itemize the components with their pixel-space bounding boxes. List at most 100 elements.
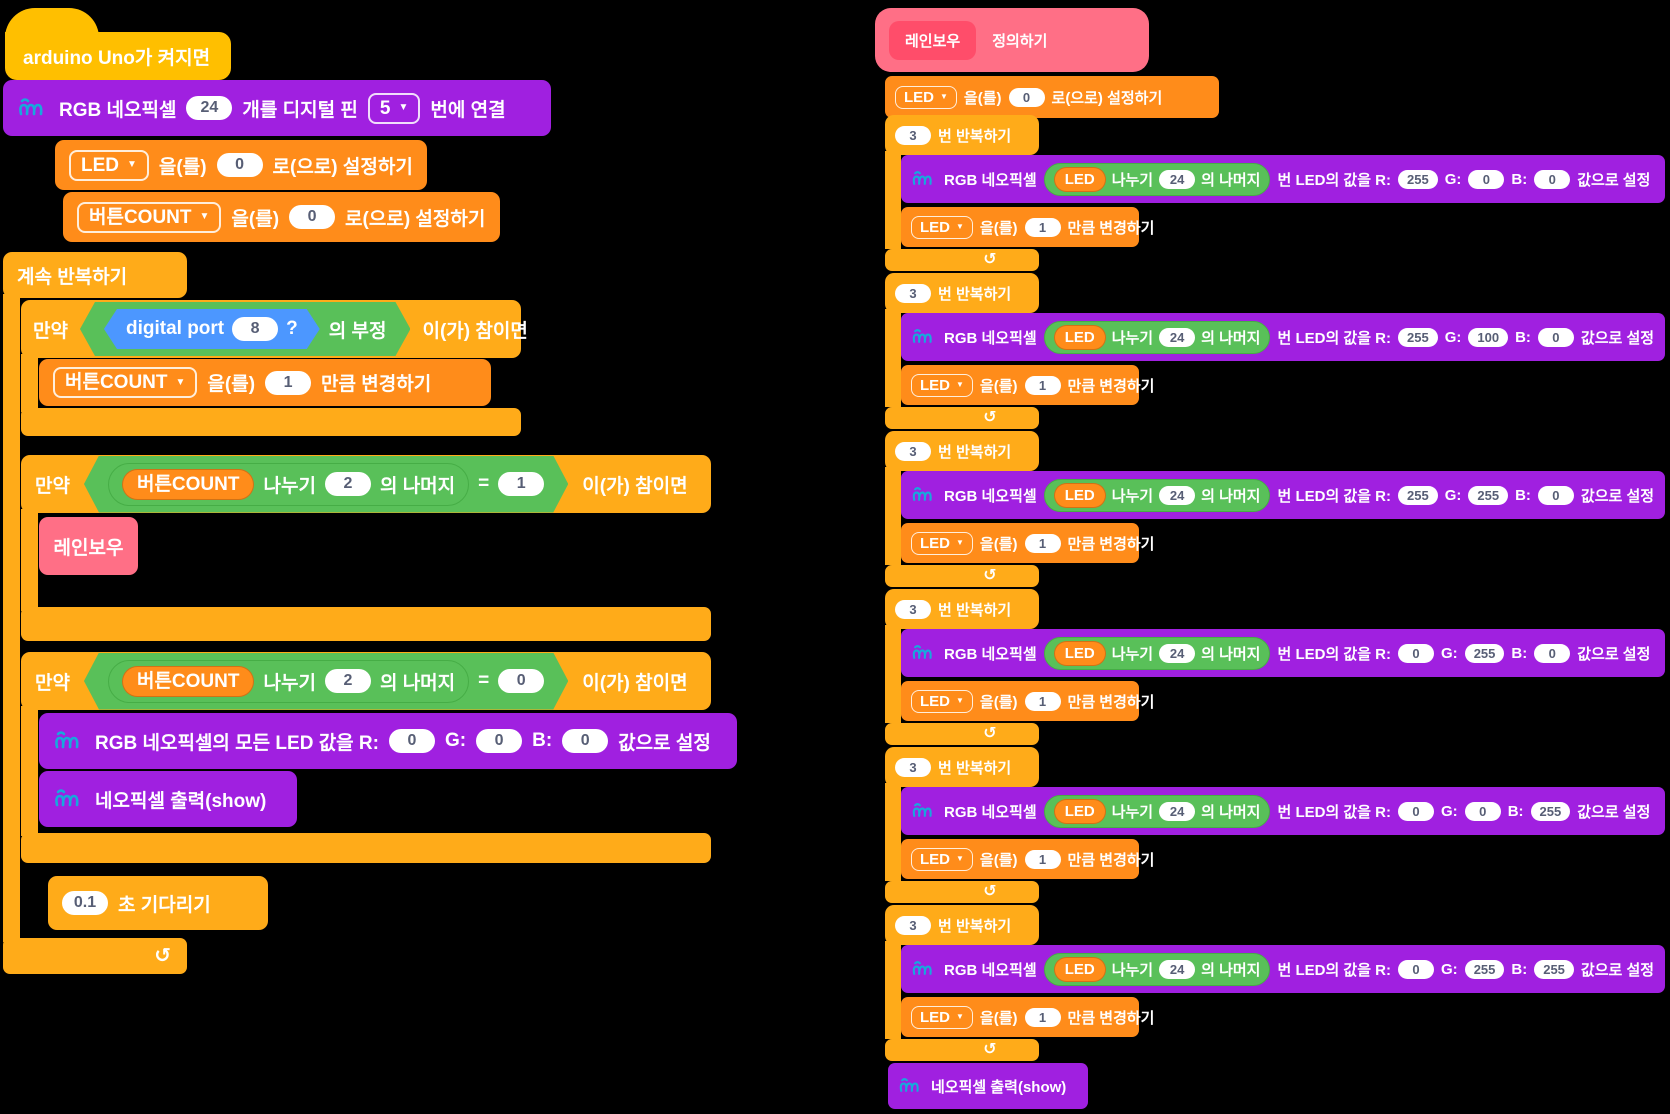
g-input[interactable]: 255 [1464,959,1505,979]
modulo-operator[interactable]: LED 나누기 24 의 나머지 [1043,952,1271,986]
set-all-led-block[interactable]: RGB 네오픽셀의 모든 LED 값을 R: 0 G: 0 B: 0 값으로 설… [39,713,737,769]
led-variable-pill[interactable]: LED [1053,482,1106,508]
r-input[interactable]: 0 [1398,643,1435,663]
repeat-times-input[interactable]: 3 [895,441,931,461]
neopixel-set-led-block[interactable]: RGB 네오픽셀 LED 나누기 24 의 나머지 번 LED의 값을 R: 0… [901,945,1665,993]
divisor-input[interactable]: 24 [1159,959,1196,979]
neopixel-set-led-block[interactable]: RGB 네오픽셀 LED 나누기 24 의 나머지 번 LED의 값을 R: 0… [901,629,1665,677]
modulo-operator[interactable]: LED 나누기 24 의 나머지 [1043,794,1271,828]
when-arduino-starts-hat[interactable]: arduino Uno가 켜지면 [5,8,231,80]
r-input[interactable]: 0 [1398,959,1435,979]
variable-dropdown[interactable]: LED ▼ [911,215,973,239]
variable-dropdown[interactable]: 버튼COUNT ▼ [77,201,222,233]
neopixel-set-led-block[interactable]: RGB 네오픽셀 LED 나누기 24 의 나머지 번 LED의 값을 R: 2… [901,471,1665,519]
port-input[interactable]: 8 [232,317,278,341]
divisor-input[interactable]: 24 [1159,485,1196,505]
modulo-operator[interactable]: LED 나누기 24 의 나머지 [1043,478,1271,512]
r-input[interactable]: 0 [1398,801,1435,821]
delta-input[interactable]: 1 [1024,375,1061,395]
neopixel-show-block[interactable]: 네오픽셀 출력(show) [39,771,297,827]
variable-dropdown[interactable]: LED ▼ [911,531,973,555]
set-led-variable-block[interactable]: LED ▼ 을(를) 0 로(으로) 설정하기 [885,76,1219,118]
change-led-block[interactable]: LED ▼ 을(를) 1 만큼 변경하기 [901,839,1154,879]
repeat-times-input[interactable]: 3 [895,599,931,619]
variable-dropdown[interactable]: 버튼COUNT ▼ [53,367,198,398]
divisor-input[interactable]: 24 [1159,643,1196,663]
divisor-input[interactable]: 2 [325,472,371,496]
equals-operator[interactable]: 버튼COUNT 나누기 2 의 나머지 = 1 [84,456,568,513]
variable-dropdown[interactable]: LED ▼ [911,847,973,871]
change-led-block[interactable]: LED ▼ 을(를) 1 만큼 변경하기 [901,523,1154,563]
digital-port-condition[interactable]: digital port 8 ? [104,309,320,349]
value-input[interactable]: 0 [216,153,263,177]
variable-dropdown[interactable]: LED ▼ [895,85,957,109]
delta-input[interactable]: 1 [265,370,312,395]
delta-input[interactable]: 1 [1024,533,1061,553]
repeat-times-input[interactable]: 3 [895,125,931,145]
modulo-operator[interactable]: 버튼COUNT 나누기 2 의 나머지 [108,660,469,703]
variable-dropdown[interactable]: LED ▼ [911,689,973,713]
buttoncount-variable-pill[interactable]: 버튼COUNT [122,666,255,697]
b-input[interactable]: 0 [1537,327,1574,347]
define-rainbow-hat[interactable]: 레인보우 정의하기 [875,8,1149,72]
g-input[interactable]: 255 [1468,485,1509,505]
b-input[interactable]: 255 [1530,801,1571,821]
equals-operator[interactable]: 버튼COUNT 나누기 2 의 나머지 = 0 [84,653,568,710]
g-input[interactable]: 0 [1464,801,1501,821]
r-input[interactable]: 255 [1398,485,1438,505]
b-input[interactable]: 255 [1534,959,1574,979]
divisor-input[interactable]: 24 [1159,169,1196,189]
if-block-mod-equals-0[interactable]: 만약 버튼COUNT 나누기 2 의 나머지 = 0 이(가) 참이면 [21,652,711,710]
r-input[interactable]: 255 [1398,169,1438,189]
modulo-operator[interactable]: LED 나누기 24 의 나머지 [1043,320,1271,354]
repeat-block[interactable]: 3 번 반복하기 [885,115,1039,155]
modulo-operator[interactable]: LED 나누기 24 의 나머지 [1043,162,1271,196]
r-input[interactable]: 255 [1398,327,1438,347]
led-variable-pill[interactable]: LED [1053,324,1106,350]
repeat-times-input[interactable]: 3 [895,915,931,935]
repeat-block[interactable]: 3 번 반복하기 [885,589,1039,629]
wait-block[interactable]: 0.1 초 기다리기 [48,876,268,930]
divisor-input[interactable]: 2 [325,669,371,693]
divisor-input[interactable]: 24 [1159,801,1196,821]
change-led-block[interactable]: LED ▼ 을(를) 1 만큼 변경하기 [901,207,1154,247]
neopixel-set-led-block[interactable]: RGB 네오픽셀 LED 나누기 24 의 나머지 번 LED의 값을 R: 0… [901,787,1665,835]
delta-input[interactable]: 1 [1024,691,1061,711]
g-input[interactable]: 0 [1468,169,1505,189]
b-input[interactable]: 0 [562,729,609,753]
change-led-block[interactable]: LED ▼ 을(를) 1 만큼 변경하기 [901,365,1154,405]
buttoncount-variable-pill[interactable]: 버튼COUNT [122,469,255,500]
wait-seconds-input[interactable]: 0.1 [62,891,108,915]
led-variable-pill[interactable]: LED [1053,166,1106,192]
pin-dropdown[interactable]: 5 ▼ [367,92,421,124]
repeat-block[interactable]: 3 번 반복하기 [885,273,1039,313]
neopixel-connect-block[interactable]: RGB 네오픽셀 24 개를 디지털 핀 5 ▼ 번에 연결 [3,80,551,136]
repeat-block[interactable]: 3 번 반복하기 [885,747,1039,787]
modulo-operator[interactable]: LED 나누기 24 의 나머지 [1043,636,1271,670]
g-input[interactable]: 255 [1464,643,1505,663]
repeat-block[interactable]: 3 번 반복하기 [885,905,1039,945]
change-led-block[interactable]: LED ▼ 을(를) 1 만큼 변경하기 [901,681,1154,721]
neopixel-show-block[interactable]: 네오픽셀 출력(show) [888,1063,1088,1109]
value-input[interactable]: 0 [289,205,336,229]
set-led-variable-block[interactable]: LED ▼ 을(를) 0 로(으로) 설정하기 [55,140,427,190]
variable-dropdown[interactable]: LED ▼ [911,373,973,397]
r-input[interactable]: 0 [388,729,435,753]
variable-dropdown[interactable]: LED ▼ [911,1005,973,1029]
pixel-count-input[interactable]: 24 [186,96,233,120]
compare-input[interactable]: 0 [498,669,544,693]
b-input[interactable]: 0 [1534,169,1571,189]
not-operator[interactable]: digital port 8 ? 의 부정 [80,302,411,356]
led-variable-pill[interactable]: LED [1053,798,1106,824]
value-input[interactable]: 0 [1008,87,1045,107]
compare-input[interactable]: 1 [498,472,544,496]
set-buttoncount-variable-block[interactable]: 버튼COUNT ▼ 을(를) 0 로(으로) 설정하기 [63,192,500,242]
if-block-digital-port[interactable]: 만약 digital port 8 ? 의 부정 이(가) 참이면 [21,300,528,358]
delta-input[interactable]: 1 [1024,849,1061,869]
led-variable-pill[interactable]: LED [1053,956,1106,982]
b-input[interactable]: 0 [1534,643,1571,663]
neopixel-set-led-block[interactable]: RGB 네오픽셀 LED 나누기 24 의 나머지 번 LED의 값을 R: 2… [901,313,1665,361]
divisor-input[interactable]: 24 [1159,327,1196,347]
delta-input[interactable]: 1 [1024,1007,1061,1027]
g-input[interactable]: 100 [1468,327,1509,347]
